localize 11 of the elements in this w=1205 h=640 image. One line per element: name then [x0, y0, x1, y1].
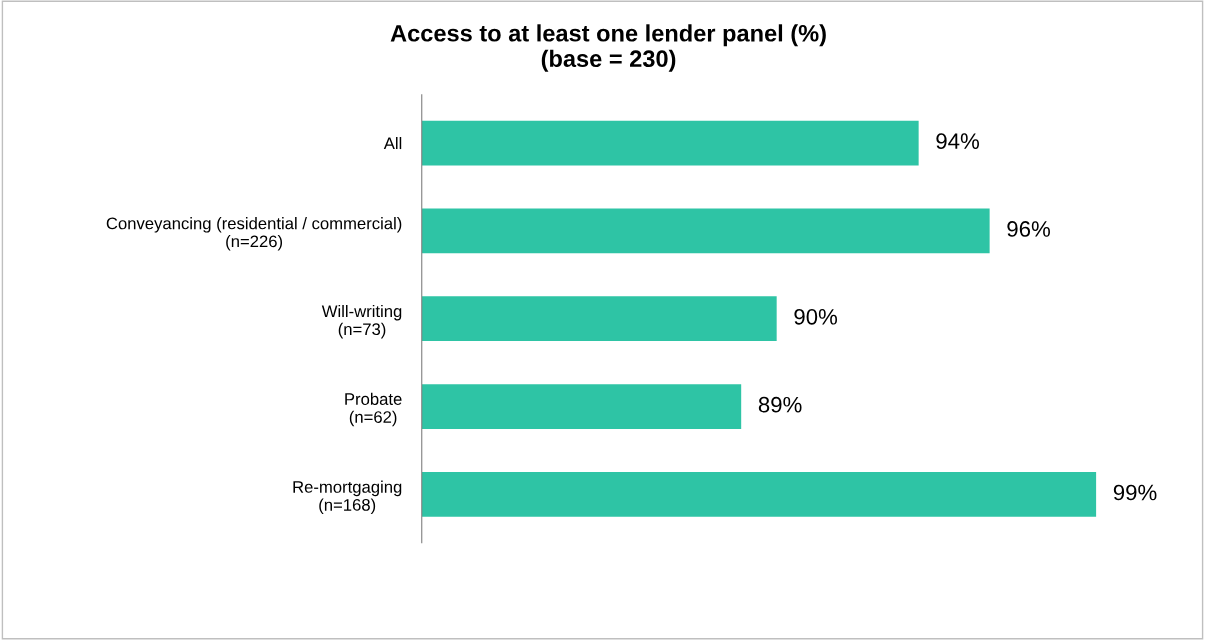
data-label: 89%: [758, 396, 802, 413]
y-tick-label: Conveyancing (residential / commercial) (n=226): [106, 217, 402, 251]
y-tick-label: Will-writing (n=73): [321, 304, 402, 339]
y-tick-label: Re-mortgaging (n=168): [293, 480, 402, 515]
data-label: 99%: [1113, 484, 1157, 501]
chart-title: Access to at least one lender panel (%) (base = 230): [390, 24, 826, 72]
data-label: 94%: [936, 133, 979, 149]
data-label: 90%: [794, 308, 838, 325]
y-tick-label: All: [383, 136, 402, 150]
y-tick-label: Probate (n=62): [345, 392, 402, 427]
data-label: 96%: [1007, 221, 1050, 237]
